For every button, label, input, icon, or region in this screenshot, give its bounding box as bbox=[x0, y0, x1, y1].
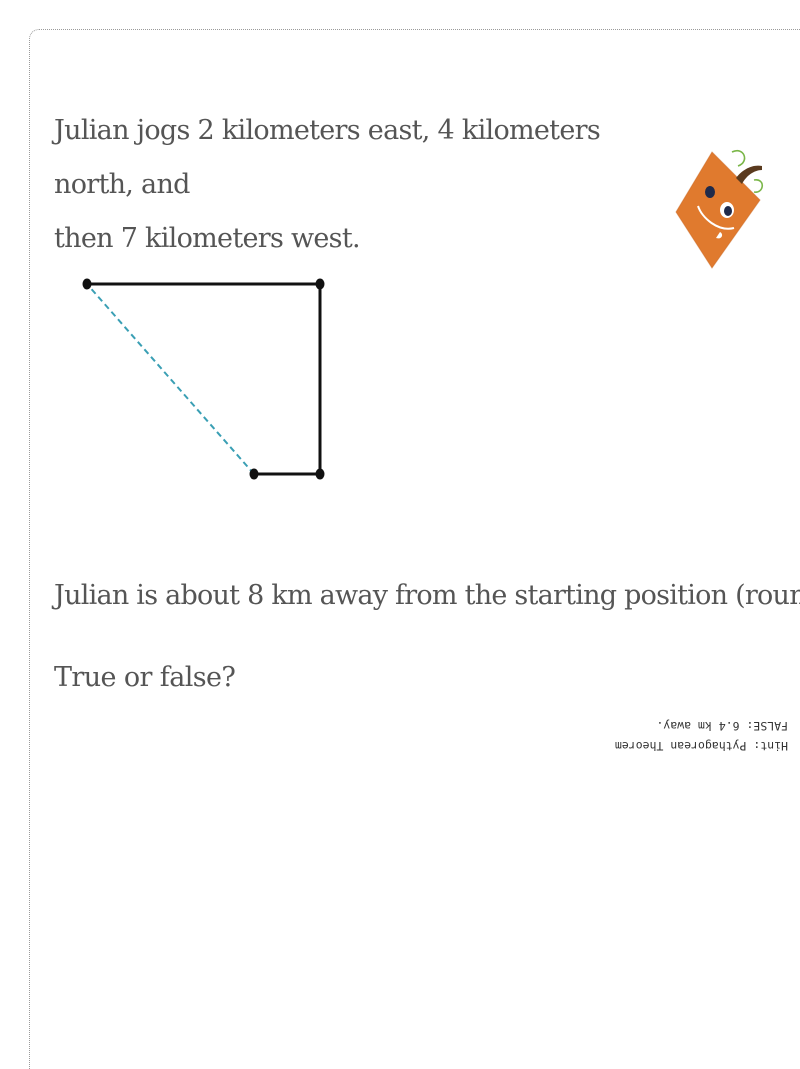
tooth bbox=[716, 232, 723, 239]
vine-curl-right bbox=[753, 179, 764, 193]
statement-text: Julian is about 8 km away from the start… bbox=[54, 580, 800, 611]
problem-line-2: then 7 kilometers west. bbox=[54, 223, 361, 254]
true-false-question: True or false? bbox=[54, 662, 236, 693]
left-eye bbox=[705, 186, 715, 198]
smile bbox=[697, 205, 735, 230]
worksheet-card bbox=[29, 29, 800, 1069]
answer-hint: Hint: Pythagorean Theorem bbox=[614, 739, 788, 753]
start-point bbox=[249, 468, 259, 480]
jogging-path-diagram bbox=[82, 278, 325, 480]
upside-down-answer: Hint: Pythagorean Theorem FALSE: 6.4 km … bbox=[578, 716, 788, 756]
vine-curl-top bbox=[731, 149, 746, 167]
problem-text: Julian jogs 2 kilometers east, 4 kilomet… bbox=[54, 104, 654, 266]
pumpkin-mascot-icon bbox=[675, 149, 764, 269]
answer-solution: FALSE: 6.4 km away. bbox=[656, 719, 788, 733]
pumpkin-stem bbox=[736, 165, 762, 184]
corner-point-se bbox=[315, 468, 325, 480]
problem-line-1: Julian jogs 2 kilometers east, 4 kilomet… bbox=[54, 115, 601, 200]
end-point bbox=[82, 278, 92, 290]
displacement-line bbox=[86, 283, 255, 475]
right-eye bbox=[724, 206, 732, 216]
corner-point-ne bbox=[315, 278, 325, 290]
